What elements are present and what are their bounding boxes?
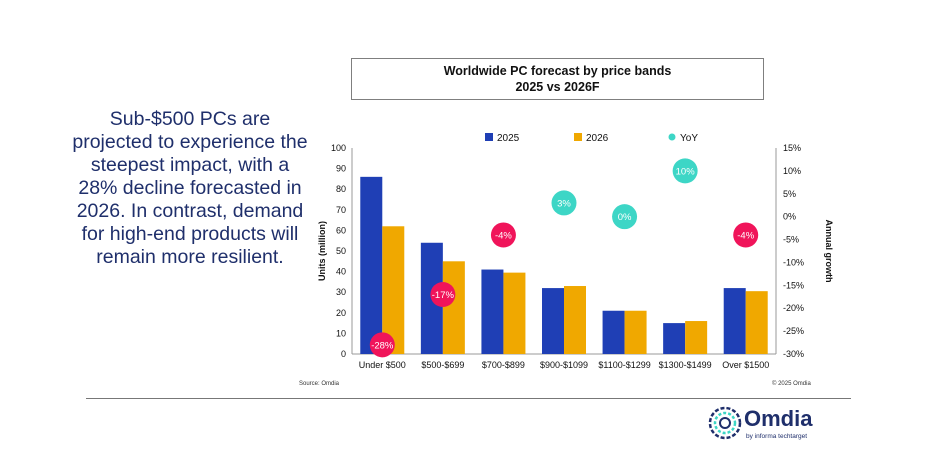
- bar-2026: [745, 291, 768, 354]
- yoy-bubble: [490, 222, 516, 248]
- bar-2025: [663, 323, 686, 354]
- x-tick-label: $900-$1099: [540, 360, 588, 370]
- yoy-bubbles-group: -28% -17% -4% 3% 0% 10% -4%: [369, 158, 759, 358]
- bar-2025: [723, 288, 746, 354]
- y2-tick-label: -15%: [783, 280, 804, 290]
- x-tick-label: $1100-$1299: [598, 360, 650, 370]
- x-tick-label: $1300-$1499: [659, 360, 712, 370]
- x-tick-label: Over $1500: [722, 360, 769, 370]
- legend-marker-yoy: [668, 133, 676, 141]
- yoy-bubble: [612, 204, 638, 230]
- y-tick-label: 70: [336, 205, 346, 215]
- yoy-label: 10%: [676, 166, 696, 177]
- yoy-bubble: [672, 158, 698, 184]
- y2-tick-label: -5%: [783, 235, 799, 245]
- yoy-label: -4%: [737, 230, 754, 241]
- right-ticks-group: 15% 10% 5% 0% -5% -10% -15% -20% -25% -30%: [783, 143, 804, 359]
- yoy-label: -4%: [495, 230, 512, 241]
- y-tick-label: 0: [341, 349, 346, 359]
- bar-2026: [442, 261, 465, 354]
- legend-swatch-2026: [574, 133, 582, 141]
- yoy-bubble: [733, 222, 759, 248]
- legend-label-2026: 2026: [586, 133, 609, 144]
- yoy-bubble: [369, 332, 395, 358]
- bar-2025: [542, 288, 564, 354]
- y2-tick-label: 10%: [783, 166, 801, 176]
- y-tick-label: 60: [336, 225, 346, 235]
- legend-swatch-2025: [485, 133, 493, 141]
- y2-tick-label: 15%: [783, 143, 801, 153]
- y2-axis-title: Annual growth: [824, 220, 834, 283]
- omdia-logo-icon: [708, 406, 742, 440]
- yoy-label: -28%: [371, 340, 394, 351]
- y2-tick-label: 5%: [783, 189, 796, 199]
- bar-2026: [382, 226, 405, 354]
- y2-tick-label: 0%: [783, 212, 796, 222]
- y-tick-label: 10: [336, 328, 346, 338]
- summary-text: Sub-$500 PCs are projected to experience…: [72, 108, 308, 268]
- x-tick-label: $700-$899: [482, 360, 525, 370]
- yoy-label: 0%: [618, 212, 632, 223]
- legend-label-yoy: YoY: [680, 133, 698, 144]
- legend-label-2025: 2025: [497, 133, 520, 144]
- left-ticks-group: 0 10 20 30 40 50 60 70 80 90 100: [331, 143, 346, 359]
- legend: 2025 2026 YoY: [485, 133, 698, 144]
- category-labels-group: Under $500 $500-$699 $700-$899 $900-$1099 $1…: [359, 360, 769, 370]
- y-tick-label: 30: [336, 287, 346, 297]
- y-tick-label: 50: [336, 246, 346, 256]
- bar-2025: [481, 269, 504, 354]
- yoy-label: -17%: [432, 290, 455, 301]
- chart-title: Worldwide PC forecast by price bands: [443, 64, 672, 78]
- bars-group: [360, 176, 768, 354]
- bar-2025: [360, 176, 383, 354]
- y-axis-title: Units (million): [317, 221, 327, 281]
- y-tick-label: 80: [336, 184, 346, 194]
- chart-title-box: Worldwide PC forecast by price bands 202…: [351, 58, 764, 100]
- yoy-bubble: [430, 281, 456, 307]
- bar-2026: [564, 286, 586, 354]
- y-tick-label: 20: [336, 308, 346, 318]
- x-tick-label: Under $500: [359, 360, 406, 370]
- omdia-logo: Omdia by informa techtarget: [708, 404, 838, 444]
- bar-2025: [602, 310, 625, 354]
- bar-2026: [624, 310, 647, 354]
- logo-wordmark: Omdia: [744, 406, 813, 431]
- bar-2026: [685, 321, 708, 354]
- y-tick-label: 100: [331, 143, 346, 153]
- y-tick-label: 90: [336, 164, 346, 174]
- logo-tagline: by informa techtarget: [746, 433, 808, 440]
- y2-tick-label: -25%: [783, 326, 804, 336]
- y-tick-label: 40: [336, 267, 346, 277]
- chart-subtitle: 2025 vs 2026F: [515, 80, 600, 94]
- footer-divider: [86, 398, 851, 399]
- y2-tick-label: -20%: [783, 303, 804, 313]
- copyright-note: © 2025 Omdia: [772, 381, 811, 387]
- yoy-bubble: [551, 190, 577, 216]
- x-tick-label: $500-$699: [421, 360, 464, 370]
- y2-tick-label: -10%: [783, 257, 804, 267]
- source-note: Source: Omdia: [299, 381, 340, 387]
- bar-2026: [503, 272, 526, 354]
- yoy-label: 3%: [557, 198, 571, 209]
- y2-tick-label: -30%: [783, 349, 804, 359]
